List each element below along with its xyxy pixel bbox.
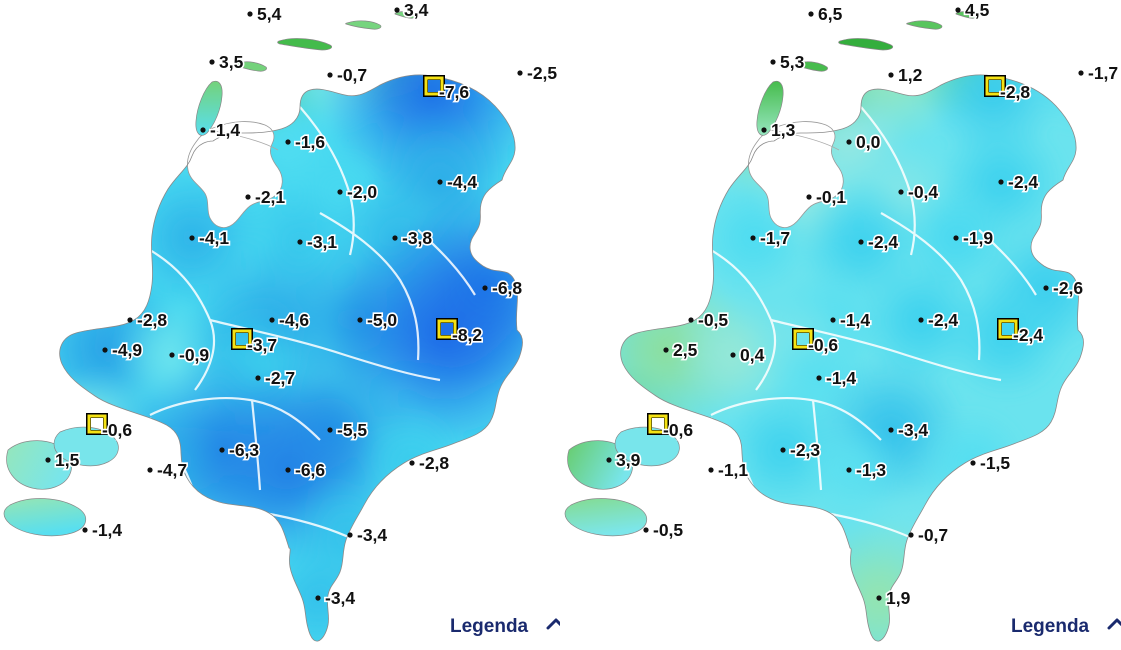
svg-text:5,4: 5,4 bbox=[257, 4, 282, 24]
svg-text:-6,8: -6,8 bbox=[492, 278, 522, 298]
svg-text:-4,4: -4,4 bbox=[447, 172, 477, 192]
svg-text:1,2: 1,2 bbox=[898, 65, 923, 85]
svg-text:1,3: 1,3 bbox=[771, 120, 796, 140]
svg-text:-4,6: -4,6 bbox=[279, 310, 309, 330]
svg-text:5,3: 5,3 bbox=[780, 52, 805, 72]
svg-text:-2,4: -2,4 bbox=[1013, 325, 1043, 345]
svg-text:-2,1: -2,1 bbox=[255, 187, 285, 207]
svg-text:-0,6: -0,6 bbox=[102, 420, 132, 440]
svg-text:-0,7: -0,7 bbox=[918, 525, 948, 545]
svg-text:-1,9: -1,9 bbox=[963, 228, 993, 248]
svg-text:-2,8: -2,8 bbox=[137, 310, 167, 330]
svg-text:-1,6: -1,6 bbox=[295, 132, 325, 152]
svg-text:-3,8: -3,8 bbox=[402, 228, 432, 248]
svg-text:-0,9: -0,9 bbox=[179, 345, 209, 365]
svg-text:2,5: 2,5 bbox=[673, 340, 698, 360]
svg-text:-5,0: -5,0 bbox=[367, 310, 397, 330]
svg-text:-0,7: -0,7 bbox=[337, 65, 367, 85]
svg-text:-2,8: -2,8 bbox=[1000, 82, 1030, 102]
svg-text:-1,1: -1,1 bbox=[718, 460, 748, 480]
svg-text:-0,1: -0,1 bbox=[816, 187, 846, 207]
svg-text:-2,5: -2,5 bbox=[527, 63, 557, 83]
svg-text:-1,4: -1,4 bbox=[210, 120, 240, 140]
svg-text:-0,6: -0,6 bbox=[663, 420, 693, 440]
svg-text:-6,3: -6,3 bbox=[229, 440, 259, 460]
svg-text:0,0: 0,0 bbox=[856, 132, 881, 152]
svg-text:-3,4: -3,4 bbox=[898, 420, 928, 440]
svg-text:-3,4: -3,4 bbox=[357, 525, 387, 545]
svg-text:-3,4: -3,4 bbox=[325, 588, 355, 608]
svg-text:-1,7: -1,7 bbox=[760, 228, 790, 248]
svg-text:0,4: 0,4 bbox=[740, 345, 765, 365]
svg-text:6,5: 6,5 bbox=[818, 4, 843, 24]
svg-text:-7,6: -7,6 bbox=[439, 82, 469, 102]
svg-text:-5,5: -5,5 bbox=[337, 420, 367, 440]
svg-text:-1,3: -1,3 bbox=[856, 460, 886, 480]
svg-text:-0,4: -0,4 bbox=[908, 182, 938, 202]
svg-text:-1,4: -1,4 bbox=[840, 310, 870, 330]
svg-text:-1,5: -1,5 bbox=[980, 453, 1010, 473]
svg-text:-1,7: -1,7 bbox=[1088, 63, 1118, 83]
svg-text:1,9: 1,9 bbox=[886, 588, 911, 608]
svg-text:-0,6: -0,6 bbox=[808, 335, 838, 355]
svg-text:-0,5: -0,5 bbox=[698, 310, 728, 330]
svg-text:-4,9: -4,9 bbox=[112, 340, 142, 360]
svg-text:-4,7: -4,7 bbox=[157, 460, 187, 480]
svg-text:-3,1: -3,1 bbox=[307, 232, 337, 252]
svg-text:-2,8: -2,8 bbox=[419, 453, 449, 473]
svg-text:3,4: 3,4 bbox=[404, 0, 429, 20]
svg-text:4,5: 4,5 bbox=[965, 0, 990, 20]
svg-text:-2,0: -2,0 bbox=[347, 182, 377, 202]
svg-text:1,5: 1,5 bbox=[55, 450, 80, 470]
svg-text:-8,2: -8,2 bbox=[452, 325, 482, 345]
svg-text:3,9: 3,9 bbox=[616, 450, 641, 470]
svg-text:-2,7: -2,7 bbox=[265, 368, 295, 388]
svg-text:-2,4: -2,4 bbox=[928, 310, 958, 330]
svg-text:-4,1: -4,1 bbox=[199, 228, 229, 248]
svg-text:-2,3: -2,3 bbox=[790, 440, 820, 460]
svg-text:Legenda: Legenda bbox=[1011, 616, 1090, 637]
svg-text:3,5: 3,5 bbox=[219, 52, 244, 72]
svg-text:-3,7: -3,7 bbox=[247, 335, 277, 355]
svg-text:-1,4: -1,4 bbox=[92, 520, 122, 540]
svg-text:-2,4: -2,4 bbox=[868, 232, 898, 252]
svg-text:-2,4: -2,4 bbox=[1008, 172, 1038, 192]
svg-text:Legenda: Legenda bbox=[450, 616, 529, 637]
svg-text:-1,4: -1,4 bbox=[826, 368, 856, 388]
svg-text:-6,6: -6,6 bbox=[295, 460, 325, 480]
svg-text:-2,6: -2,6 bbox=[1053, 278, 1083, 298]
svg-text:-0,5: -0,5 bbox=[653, 520, 683, 540]
